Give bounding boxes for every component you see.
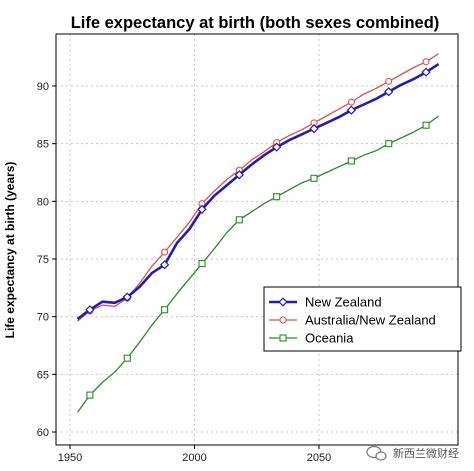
y-tick-label: 80 <box>37 196 49 208</box>
y-tick-label: 60 <box>37 427 49 439</box>
data-point-australia-new-zealand <box>385 77 393 85</box>
data-point-oceania <box>123 354 131 362</box>
watermark: 新西兰微财经 <box>366 445 459 461</box>
data-point-oceania <box>347 157 355 165</box>
axes-ticks: 1950 2000 2050 60 65 70 75 80 85 90 <box>37 81 331 464</box>
legend-marker-australia-new-zealand <box>279 316 287 324</box>
data-point-new-zealand <box>272 142 282 152</box>
data-point-oceania <box>273 193 281 201</box>
series-layer <box>76 53 440 413</box>
data-point-australia-new-zealand <box>347 98 355 106</box>
data-point-australia-new-zealand <box>422 58 430 66</box>
series-new-zealand <box>76 63 440 321</box>
data-point-new-zealand <box>159 260 170 270</box>
y-tick-label: 85 <box>37 139 49 151</box>
y-tick-label: 70 <box>37 312 49 324</box>
data-point-oceania <box>422 121 430 129</box>
wechat-icon <box>366 445 387 461</box>
y-tick-label: 90 <box>37 81 49 93</box>
data-point-new-zealand <box>234 170 244 180</box>
data-point-oceania <box>198 260 206 268</box>
data-point-new-zealand <box>122 292 132 302</box>
x-tick-label: 1950 <box>58 452 82 464</box>
legend: New Zealand Australia/New Zealand Oceania <box>263 286 462 352</box>
data-point-new-zealand <box>421 67 431 77</box>
series-oceania <box>76 115 439 413</box>
y-tick-label: 75 <box>37 254 49 266</box>
legend-marker-oceania <box>279 334 287 342</box>
legend-marker-new-zealand <box>278 297 288 307</box>
data-point-oceania <box>385 140 393 148</box>
x-tick-label: 2000 <box>182 452 206 464</box>
y-axis-label: Life expectancy at birth (years) <box>3 162 17 339</box>
data-point-new-zealand <box>346 105 357 115</box>
legend-box <box>263 286 462 352</box>
data-point-oceania <box>310 174 318 182</box>
series-line-new-zealand <box>76 63 440 321</box>
legend-label-new-zealand: New Zealand <box>305 295 382 310</box>
watermark-text: 新西兰微财经 <box>393 446 459 460</box>
data-point-australia-new-zealand <box>161 248 169 256</box>
data-point-oceania <box>161 306 169 314</box>
data-point-new-zealand <box>197 204 207 215</box>
series-line-australia-new-zealand <box>77 53 439 322</box>
grid <box>56 34 458 445</box>
y-tick-label: 65 <box>37 369 49 381</box>
series-line-oceania <box>76 115 439 413</box>
x-tick-label: 2050 <box>307 452 331 464</box>
legend-label-australia-new-zealand: Australia/New Zealand <box>305 313 436 328</box>
data-point-new-zealand <box>384 87 394 97</box>
legend-label-oceania: Oceania <box>305 331 354 346</box>
data-point-oceania <box>86 391 94 399</box>
data-point-new-zealand <box>85 305 95 315</box>
plot-frame <box>55 33 459 446</box>
data-point-new-zealand <box>309 124 319 134</box>
chart-title: Life expectancy at birth (both sexes com… <box>71 14 440 32</box>
data-point-oceania <box>235 216 243 224</box>
